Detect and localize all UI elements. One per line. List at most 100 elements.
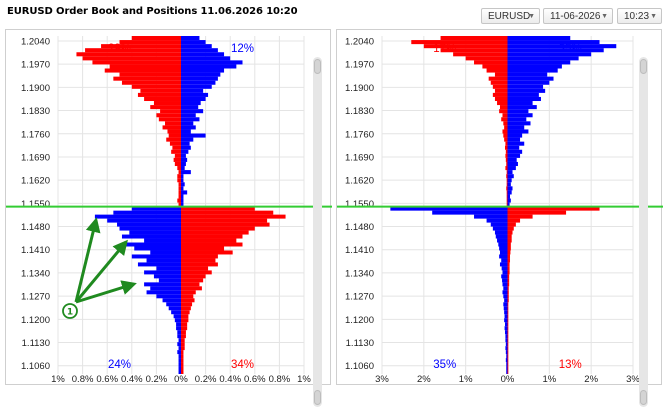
- bar-bottom-left: [150, 286, 181, 291]
- bar-top-right: [181, 157, 188, 162]
- bar-bottom-left: [107, 218, 181, 223]
- bar-top-right: [507, 60, 571, 65]
- bar-bottom-left: [504, 298, 508, 303]
- bar-top-left: [504, 137, 508, 142]
- bar-top-left: [178, 186, 181, 191]
- symbol-dropdown[interactable]: EURUSD ▼: [481, 8, 540, 24]
- bar-top-left: [503, 121, 508, 126]
- bar-top-right: [181, 125, 196, 130]
- bar-bottom-right: [181, 210, 274, 215]
- x-tick-label: 0.4%: [121, 374, 143, 385]
- bar-bottom-left: [504, 310, 508, 315]
- scroll-handle-top[interactable]: [640, 59, 647, 74]
- bar-top-left: [453, 52, 508, 57]
- bar-bottom-left: [505, 358, 508, 363]
- bar-top-left: [177, 178, 181, 183]
- bar-top-left: [440, 48, 508, 53]
- order-book-scrollbar[interactable]: [313, 57, 322, 407]
- bar-top-right: [507, 92, 539, 97]
- bar-top-left: [166, 137, 181, 142]
- bar-top-right: [507, 109, 529, 114]
- bar-bottom-right: [181, 298, 195, 303]
- bar-bottom-left: [125, 242, 181, 247]
- bar-top-left: [505, 157, 508, 162]
- bar-top-left: [178, 194, 181, 199]
- bar-top-right: [507, 44, 617, 49]
- y-tick-label: 1.1690: [345, 152, 374, 163]
- bar-top-right: [507, 76, 554, 81]
- y-tick-label: 1.2040: [345, 36, 374, 47]
- positions-scrollbar[interactable]: [639, 57, 648, 407]
- corner-percent-top-left: 17%: [433, 43, 456, 55]
- bar-top-right: [181, 44, 212, 49]
- bar-bottom-left: [506, 370, 508, 374]
- bar-top-right: [507, 153, 521, 158]
- bar-top-right: [507, 137, 521, 142]
- bar-bottom-left: [171, 310, 181, 315]
- bar-top-left: [494, 96, 508, 102]
- bar-bottom-left: [177, 342, 181, 347]
- bar-top-right: [181, 182, 185, 187]
- bar-top-left: [167, 129, 181, 134]
- bar-bottom-right: [181, 274, 206, 279]
- x-tick-label: 2%: [417, 374, 431, 385]
- bar-bottom-left: [501, 266, 508, 271]
- x-tick-label: 1%: [542, 374, 556, 385]
- bar-top-right: [181, 174, 184, 179]
- date-dropdown[interactable]: 11-06-2026 ▼: [543, 8, 613, 24]
- bar-bottom-right: [181, 254, 218, 259]
- bar-top-right: [507, 174, 514, 179]
- bar-bottom-right: [181, 358, 184, 363]
- bar-top-right: [507, 161, 518, 167]
- order-book-panel: 1% 0.8% 0.6% 0.4% 0.2% 0% 0.2% 0.4% 0.6% 0.8% 1% 1.…: [5, 29, 332, 407]
- bar-top-left: [474, 60, 508, 65]
- bar-top-left: [144, 96, 181, 102]
- bar-top-right: [507, 190, 512, 195]
- bar-bottom-right: [181, 310, 190, 315]
- bar-bottom-left: [494, 230, 508, 235]
- bar-top-right: [181, 113, 196, 118]
- bar-top-right: [181, 72, 221, 77]
- positions-panel: 3% 2% 1% 0% 1% 2% 3% 1.2040 1.1970 1.1900 1.1830 1.…: [336, 29, 663, 407]
- bar-bottom-left: [492, 226, 508, 231]
- bar-top-right: [181, 170, 191, 175]
- bar-bottom-right: [181, 250, 233, 255]
- bar-bottom-right: [181, 282, 200, 287]
- bar-bottom-left: [506, 354, 508, 359]
- order-book-chart: 1% 0.8% 0.6% 0.4% 0.2% 0% 0.2% 0.4% 0.6% 0.8% 1%1.…: [6, 36, 332, 385]
- bar-top-left: [92, 60, 181, 65]
- bar-top-right: [507, 125, 525, 130]
- bar-top-right: [181, 166, 185, 171]
- bar-bottom-right: [181, 218, 268, 223]
- annotation-marker-label: 1: [67, 308, 73, 318]
- scroll-handle-top[interactable]: [314, 59, 321, 74]
- bar-top-left: [506, 190, 508, 195]
- bar-bottom-right: [507, 262, 510, 267]
- y-tick-label: 1.1900: [21, 83, 50, 94]
- bar-bottom-right: [507, 322, 509, 327]
- bar-top-left: [173, 157, 181, 162]
- bar-bottom-right: [181, 302, 193, 307]
- bar-bottom-left: [131, 254, 181, 259]
- bar-bottom-right: [507, 218, 521, 223]
- annotation-arrow: [75, 280, 137, 304]
- x-tick-label: 0.6%: [96, 374, 118, 385]
- bar-bottom-left: [176, 322, 181, 327]
- bar-top-left: [104, 68, 181, 73]
- time-dropdown[interactable]: 10:23 ▼: [617, 8, 662, 24]
- bar-bottom-right: [507, 338, 509, 343]
- bar-top-left: [504, 125, 508, 130]
- y-tick-label: 1.1480: [21, 222, 50, 233]
- y-tick-label: 1.1270: [345, 292, 374, 303]
- bar-top-left: [177, 174, 181, 179]
- bar-bottom-right: [181, 330, 186, 335]
- bar-top-right: [507, 48, 604, 53]
- bar-bottom-right: [181, 338, 185, 343]
- bar-top-left: [506, 182, 508, 187]
- date-dropdown-value: 11-06-2026: [550, 11, 601, 22]
- bar-bottom-right: [507, 366, 509, 371]
- bar-top-right: [181, 198, 184, 203]
- bar-bottom-left: [390, 206, 508, 211]
- bar-bottom-right: [507, 326, 509, 331]
- bar-top-right: [181, 52, 225, 57]
